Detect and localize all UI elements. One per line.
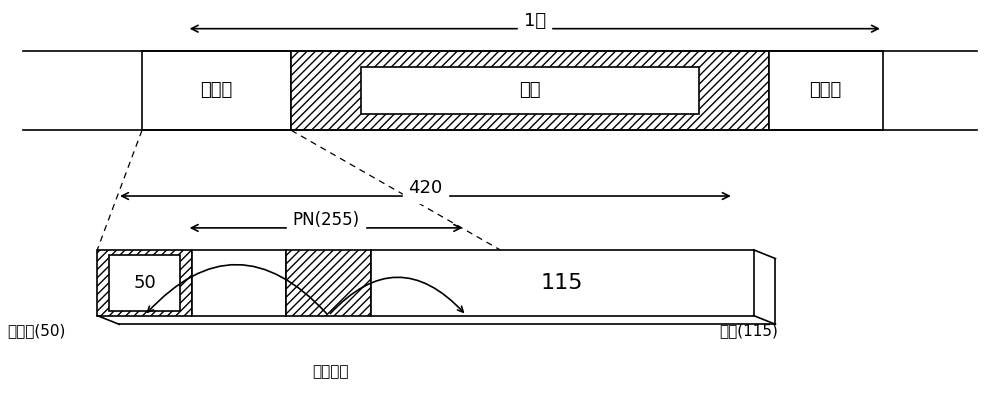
Text: 帧尾(115): 帧尾(115) [719, 324, 778, 339]
Text: 帧同步: 帧同步 [810, 82, 842, 99]
Bar [286, 250, 371, 316]
Bar [142, 50, 291, 130]
Text: 循环扩展: 循环扩展 [313, 364, 349, 379]
Text: 帧同步: 帧同步 [200, 82, 233, 99]
Text: 50: 50 [133, 274, 156, 292]
Text: PN(255): PN(255) [292, 211, 360, 229]
Text: 115: 115 [541, 273, 583, 292]
Bar [291, 50, 768, 130]
Text: 帧体: 帧体 [519, 82, 541, 99]
Bar [109, 255, 180, 311]
Bar [97, 250, 192, 316]
Text: 420: 420 [408, 179, 443, 197]
Bar [371, 250, 754, 316]
Text: 前导码(50): 前导码(50) [8, 324, 66, 339]
Bar [361, 67, 699, 114]
Bar [769, 50, 883, 130]
Text: 1帧: 1帧 [524, 12, 546, 30]
Bar [192, 250, 286, 316]
